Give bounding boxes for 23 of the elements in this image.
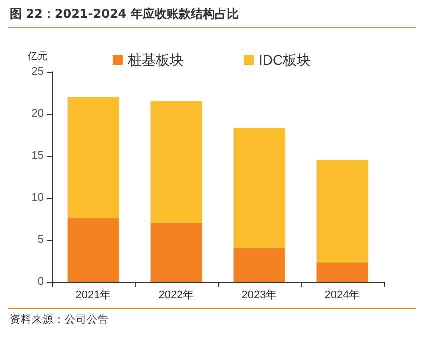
- y-tick-label: 5: [38, 234, 44, 246]
- bar: [316, 262, 368, 282]
- legend-label: 桩基板块: [126, 52, 184, 68]
- text: 资料来源：公司公告: [8, 308, 416, 331]
- x-tick-label: 2024年: [324, 290, 360, 302]
- x-tick-label: 2021年: [76, 290, 112, 302]
- legend-label: IDC板块: [258, 52, 312, 68]
- chart-title: 图 22：2021-2024 年应收账款结构占比: [8, 6, 416, 28]
- y-tick-label: 15: [32, 150, 44, 162]
- bar: [234, 128, 286, 248]
- y-axis-title: 亿元: [27, 52, 48, 62]
- bar: [316, 160, 368, 263]
- y-tick-label: 25: [32, 66, 44, 78]
- bar: [234, 248, 286, 282]
- y-tick-label: 10: [32, 192, 44, 204]
- x-tick-label: 2023年: [242, 290, 278, 302]
- bar: [150, 223, 202, 282]
- bar: [68, 97, 120, 218]
- y-tick-label: 20: [32, 108, 44, 120]
- y-tick-label: 0: [38, 276, 44, 288]
- bar: [68, 218, 120, 282]
- x-tick-label: 2022年: [158, 290, 194, 302]
- bar: [150, 101, 202, 224]
